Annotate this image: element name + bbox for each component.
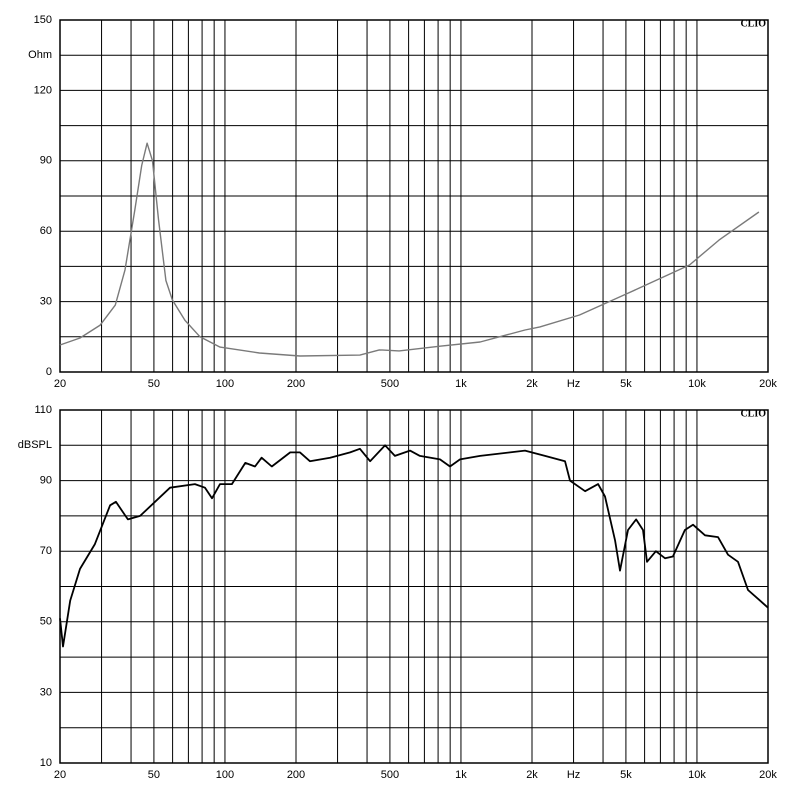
y-tick-label: 0 <box>46 366 52 378</box>
x-tick-label: 20 <box>54 769 66 781</box>
y-tick-label: 150 <box>34 14 52 26</box>
data-line <box>59 444 769 648</box>
y-tick-label: 70 <box>40 545 52 557</box>
x-tick-label: 100 <box>216 769 234 781</box>
x-tick-label: 5k <box>620 769 632 781</box>
plot-frame <box>59 409 769 764</box>
y-axis-label: dBSPL <box>18 439 52 451</box>
y-tick-label: 30 <box>40 296 52 308</box>
x-tick-label: 50 <box>148 378 160 390</box>
y-tick-label: 110 <box>34 404 52 416</box>
y-tick-label: 60 <box>40 225 52 237</box>
y-tick-label: 30 <box>40 686 52 698</box>
plot-frame <box>59 19 769 373</box>
x-tick-label: 100 <box>216 378 234 390</box>
y-tick-label: 90 <box>40 155 52 167</box>
x-tick-label: 10k <box>688 378 706 390</box>
x-tick-label: 1k <box>455 769 467 781</box>
y-tick-label: 10 <box>40 757 52 769</box>
x-tick-label: 20 <box>54 378 66 390</box>
x-tick-label: 20k <box>759 378 777 390</box>
x-tick-label: 5k <box>620 378 632 390</box>
data-line <box>59 142 760 357</box>
x-tick-label: 1k <box>455 378 467 390</box>
x-tick-label: 10k <box>688 769 706 781</box>
brand-label: CLIO <box>740 18 766 29</box>
x-tick-label: 200 <box>287 769 305 781</box>
x-tick-label: 500 <box>381 769 399 781</box>
x-tick-label: 20k <box>759 769 777 781</box>
y-tick-label: 90 <box>40 475 52 487</box>
y-tick-label: 50 <box>40 616 52 628</box>
brand-label: CLIO <box>740 408 766 419</box>
x-tick-label: 2k <box>526 769 538 781</box>
x-tick-label: Hz <box>567 769 580 781</box>
x-tick-label: 500 <box>381 378 399 390</box>
y-tick-label: 120 <box>34 84 52 96</box>
x-tick-label: 2k <box>526 378 538 390</box>
x-tick-label: 50 <box>148 769 160 781</box>
x-tick-label: Hz <box>567 378 580 390</box>
y-axis-label: Ohm <box>28 49 52 61</box>
x-tick-label: 200 <box>287 378 305 390</box>
